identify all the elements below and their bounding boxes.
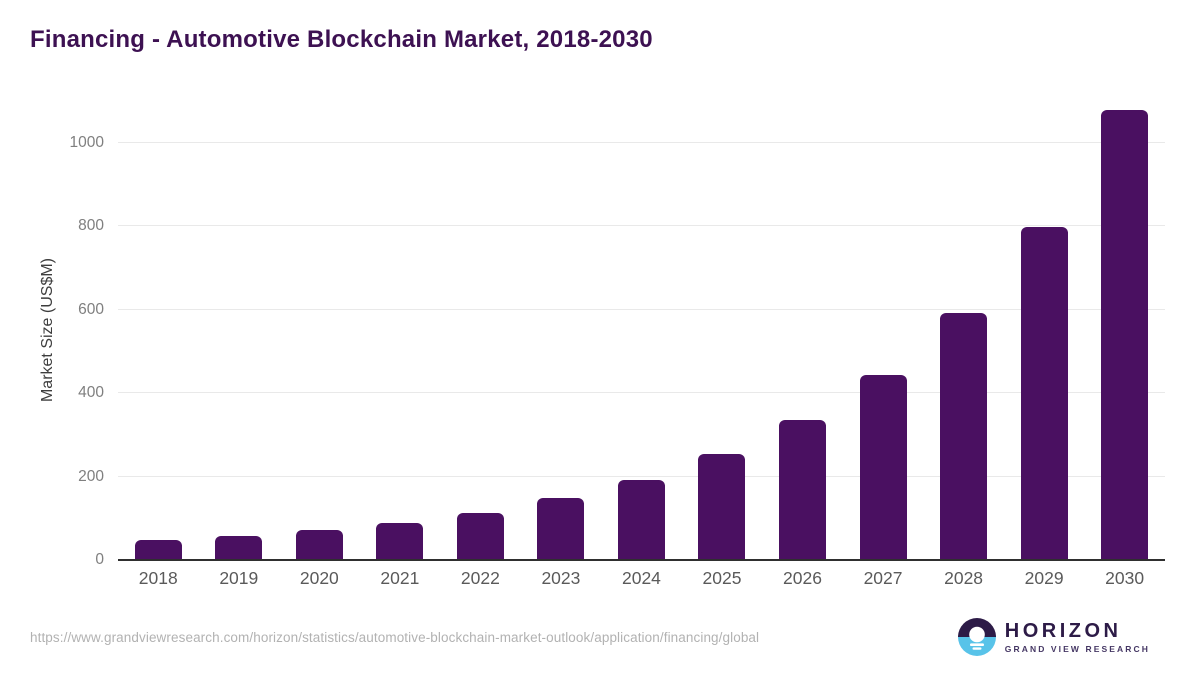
x-tick-label-2029: 2029 [1024,568,1064,588]
bar-slot-2029 [1004,100,1085,560]
bar-slot-2026 [762,100,843,560]
bar-slot-2030 [1084,100,1165,560]
x-axis-line [118,559,1165,561]
x-tick-label-2024: 2024 [621,568,661,588]
x-tick-label-2022: 2022 [460,568,500,588]
y-tick-label-0: 0 [95,551,104,568]
x-tick-label-2021: 2021 [380,568,420,588]
chart-title: Financing - Automotive Blockchain Market… [30,26,653,53]
x-tick-label-2020: 2020 [299,568,339,588]
x-tick-label-2028: 2028 [944,568,984,588]
bar-slot-2020 [279,100,360,560]
bar-slot-2028 [923,100,1004,560]
logo-subtitle: GRAND VIEW RESEARCH [1004,643,1150,654]
y-tick-label-1000: 1000 [69,134,104,151]
bar-2029 [1020,227,1068,560]
bar-2021 [376,522,424,560]
bar-2020 [295,530,343,560]
bar-slot-2021 [360,100,441,560]
x-tick-label-2025: 2025 [702,568,742,588]
x-tick-label-2030: 2030 [1105,568,1145,588]
x-tick-label-2027: 2027 [863,568,903,588]
bars-layer [118,100,1165,560]
y-tick-label-400: 400 [78,384,104,401]
x-tick-label-2019: 2019 [219,568,259,588]
plot-area: 0 200 400 600 800 1000 [70,100,1165,568]
bar-slot-2027 [843,100,924,560]
gridline-800 [118,225,1165,226]
bar-2019 [215,536,263,560]
bar-slot-2025 [682,100,763,560]
bar-slot-2022 [440,100,521,560]
source-url: https://www.grandviewresearch.com/horizo… [30,630,760,645]
bar-slot-2023 [521,100,602,560]
y-tick-label-200: 200 [78,468,104,485]
x-axis-labels: 2018 2019 2020 2021 2022 2023 2024 2025 2026 2027… [118,568,1165,589]
bar-2026 [779,419,827,560]
logo-title: HORIZON [1004,619,1122,642]
y-axis-title-wrap: Market Size (US$M) [33,100,63,560]
bar-2027 [859,375,907,560]
bar-slot-2018 [118,100,199,560]
horizon-logo-text: HORIZON GRAND VIEW RESEARCH [1005,621,1150,654]
bar-2025 [698,453,746,560]
y-tick-label-600: 600 [78,301,104,318]
bar-2018 [134,540,182,560]
bar-2022 [456,512,504,560]
bar-slot-2019 [199,100,280,560]
bar-2024 [617,479,665,560]
gridline-400 [118,392,1165,393]
gridline-200 [118,476,1165,477]
horizon-logo-icon [957,618,996,656]
bar-2028 [940,312,988,560]
x-tick-label-2026: 2026 [783,568,822,588]
gridline-1000 [118,142,1165,143]
x-tick-label-2018: 2018 [138,568,178,588]
x-tick-label-2023: 2023 [541,568,581,588]
y-tick-label-800: 800 [78,217,104,234]
y-axis-title: Market Size (US$M) [39,257,56,403]
bar-2030 [1101,110,1149,560]
gridline-600 [118,309,1165,310]
horizon-logo: HORIZON GRAND VIEW RESEARCH [957,618,1150,656]
bar-slot-2024 [601,100,682,560]
bar-2023 [537,498,585,560]
